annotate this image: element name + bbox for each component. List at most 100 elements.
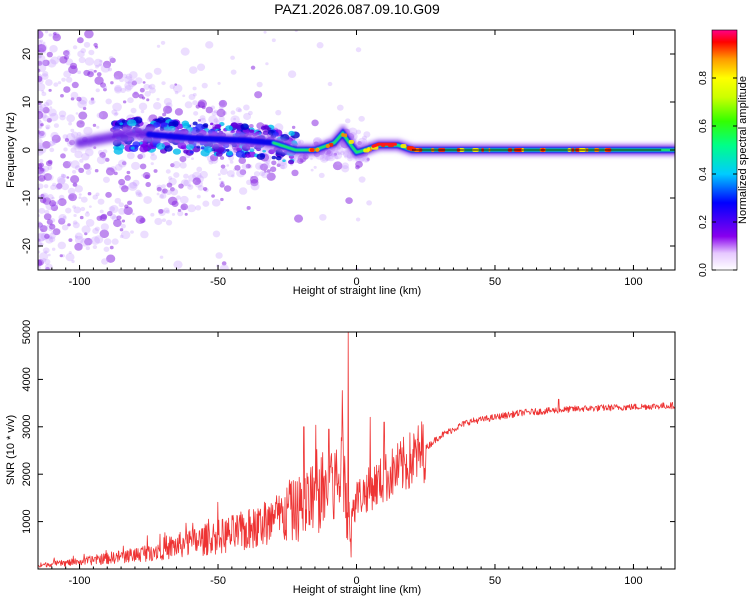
noise-blob — [56, 176, 66, 185]
noise-blob — [53, 123, 59, 128]
noise-blob — [201, 82, 208, 89]
noise-blob — [184, 212, 188, 216]
noise-blob — [50, 184, 57, 191]
noise-blob — [201, 105, 206, 110]
noise-blob — [92, 123, 97, 127]
noise-blob — [57, 241, 66, 250]
noise-blob — [140, 230, 149, 239]
noise-blob — [38, 54, 46, 63]
noise-blob — [66, 176, 70, 179]
noise-blob — [41, 194, 45, 198]
noise-blob — [197, 185, 205, 191]
noise-blob — [211, 198, 221, 207]
noise-blob — [336, 104, 344, 111]
noise-blob — [266, 172, 276, 181]
noise-blob — [93, 69, 97, 73]
snr-ytick-label-4: 5000 — [21, 320, 33, 344]
noise-blob — [70, 147, 77, 153]
noise-blob — [124, 76, 133, 84]
ridge-blob — [235, 130, 241, 134]
noise-blob — [40, 123, 44, 127]
noise-blob — [128, 182, 138, 191]
noise-blob — [243, 112, 252, 121]
noise-blob — [149, 87, 156, 94]
noise-blob — [38, 238, 41, 242]
ridge-hot-spot — [348, 139, 355, 144]
noise-blob — [38, 142, 44, 150]
noise-blob — [329, 152, 335, 157]
noise-blob — [247, 110, 253, 116]
noise-blob — [108, 206, 116, 212]
noise-blob — [197, 99, 207, 109]
noise-blob — [74, 243, 83, 251]
noise-blob — [38, 232, 47, 242]
noise-blob — [219, 156, 225, 160]
noise-blob — [49, 106, 53, 109]
spectrogram-ytick-label-2: 0 — [21, 147, 33, 153]
noise-blob — [137, 154, 144, 160]
noise-blob — [74, 150, 83, 159]
colorbar-tick-label-4: 0.8 — [698, 71, 709, 85]
noise-blob — [38, 137, 43, 147]
noise-blob — [120, 223, 126, 229]
noise-blob — [122, 73, 128, 79]
noise-blob — [43, 101, 50, 107]
noise-blob — [120, 230, 131, 240]
noise-blob — [78, 111, 88, 120]
noise-blob — [144, 90, 151, 97]
noise-blob — [38, 250, 41, 254]
noise-blob — [83, 41, 91, 48]
noise-blob — [85, 246, 91, 251]
spectrogram-heatmap — [38, 30, 675, 270]
noise-blob — [266, 169, 271, 173]
ridge-hot-spot — [315, 147, 320, 152]
noise-blob — [88, 49, 95, 56]
noise-blob — [67, 187, 76, 195]
noise-blob — [208, 115, 218, 124]
noise-blob — [73, 206, 82, 214]
noise-blob — [265, 62, 269, 66]
noise-blob — [165, 209, 170, 214]
ridge-blob — [202, 123, 209, 128]
noise-blob — [45, 99, 53, 106]
noise-blob — [45, 126, 50, 130]
noise-blob — [271, 38, 276, 43]
noise-blob — [39, 197, 47, 204]
noise-blob — [131, 80, 138, 86]
noise-blob — [118, 178, 126, 186]
noise-blob — [88, 205, 92, 208]
noise-blob — [230, 110, 236, 115]
noise-blob — [126, 170, 131, 175]
snr-ticks: -100 -50 0 50 100 1000 2000 3000 4000 5000 — [21, 320, 676, 587]
noise-blob — [332, 161, 343, 171]
noise-blob — [229, 160, 234, 164]
noise-blob — [145, 181, 151, 188]
noise-blob — [105, 167, 115, 176]
noise-blob — [38, 130, 41, 135]
noise-blob — [148, 83, 156, 90]
noise-blob — [78, 193, 82, 196]
colorbar-gradient — [711, 29, 738, 271]
noise-blob — [230, 55, 235, 60]
noise-blob — [337, 152, 341, 156]
noise-blob — [259, 163, 269, 171]
noise-blob — [291, 125, 296, 129]
noise-blob — [42, 247, 50, 254]
noise-blob — [245, 163, 251, 169]
noise-blob — [63, 70, 72, 78]
noise-blob — [119, 228, 124, 232]
noise-blob — [280, 164, 285, 169]
noise-blob — [220, 164, 226, 169]
noise-blob — [106, 254, 116, 263]
spectrogram-y-axis-label: Frequency (Hz) — [5, 112, 17, 188]
noise-blob — [38, 158, 44, 164]
noise-blob — [179, 162, 187, 169]
noise-blob — [75, 112, 79, 115]
noise-blob — [42, 41, 46, 45]
noise-blob — [56, 55, 62, 60]
noise-blob — [66, 114, 75, 123]
ridge-blob — [249, 148, 255, 153]
snr-y-axis-label: SNR (10 * v/v) — [5, 415, 17, 485]
noise-blob — [178, 183, 184, 189]
